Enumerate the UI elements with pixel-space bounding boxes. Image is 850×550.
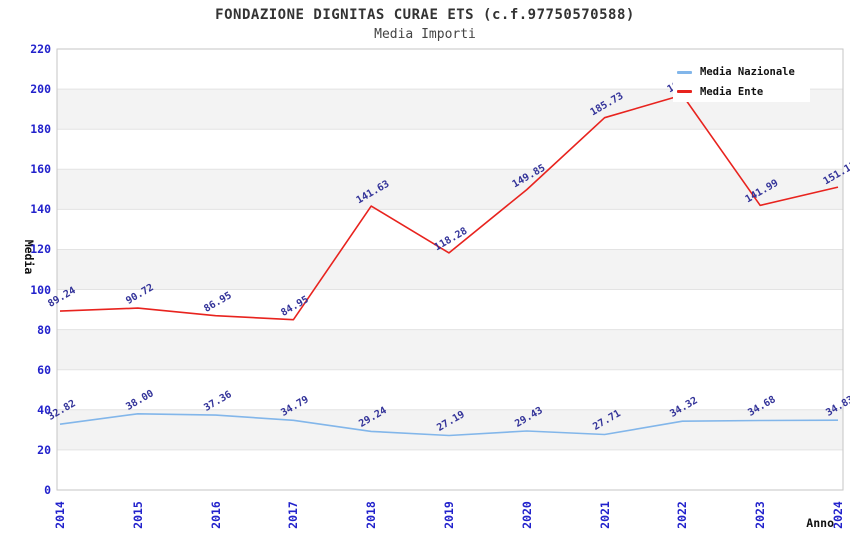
chart-title: FONDAZIONE DIGNITAS CURAE ETS (c.f.97750… (215, 7, 635, 23)
y-tick-label: 40 (37, 403, 51, 417)
y-tick-label: 80 (37, 323, 51, 337)
y-tick-label: 100 (30, 283, 51, 297)
x-tick-label: 2021 (598, 501, 612, 529)
legend-label: Media Nazionale (700, 66, 795, 79)
x-tick-label: 2017 (286, 501, 300, 529)
y-tick-label: 20 (37, 443, 51, 457)
y-tick-label: 200 (30, 82, 51, 96)
x-axis-title: Anno (806, 516, 834, 530)
legend-label: Media Ente (700, 85, 764, 98)
media-nazionale-line (59, 412, 839, 437)
y-tick-label: 180 (30, 122, 51, 136)
x-tick-label: 2014 (53, 501, 67, 529)
plot-band (57, 369, 843, 410)
plot-band (57, 449, 843, 490)
plot-band (57, 169, 843, 210)
plot-border (56, 48, 844, 491)
y-tick-label: 140 (30, 202, 51, 216)
chart-subtitle: Media Importi (374, 27, 476, 42)
media-nazionale-line-marker-icon (677, 70, 692, 74)
x-tick-label: 2023 (753, 501, 767, 529)
x-tick-label: 2020 (520, 501, 534, 529)
x-tick-label: 2015 (131, 501, 145, 529)
y-tick-label: 60 (37, 363, 51, 377)
media-ente-line (59, 94, 839, 321)
plot-band (57, 409, 843, 450)
y-tick-label: 220 (30, 42, 51, 56)
plot-band (57, 249, 843, 290)
x-tick-label: 2019 (442, 501, 456, 529)
plot-band (57, 329, 843, 370)
x-tick-label: 2022 (675, 501, 689, 529)
plot-band (57, 209, 843, 250)
x-tick-label: 2016 (209, 501, 223, 529)
y-tick-label: 120 (30, 242, 51, 256)
legend-item-media-nazionale: Media Nazionale (673, 63, 810, 81)
x-tick-label: 2018 (364, 501, 378, 529)
y-tick-label: 160 (30, 162, 51, 176)
media-ente-line-marker-icon (677, 90, 692, 94)
y-tick-label: 0 (44, 483, 51, 497)
legend-item-media-ente: Media Ente (673, 83, 810, 101)
x-tick-label: 2024 (831, 501, 845, 529)
plot-band (57, 129, 843, 170)
y-axis-title: Media (22, 239, 36, 275)
legend: Media Nazionale Media Ente (673, 62, 810, 102)
plot-band (57, 289, 843, 330)
